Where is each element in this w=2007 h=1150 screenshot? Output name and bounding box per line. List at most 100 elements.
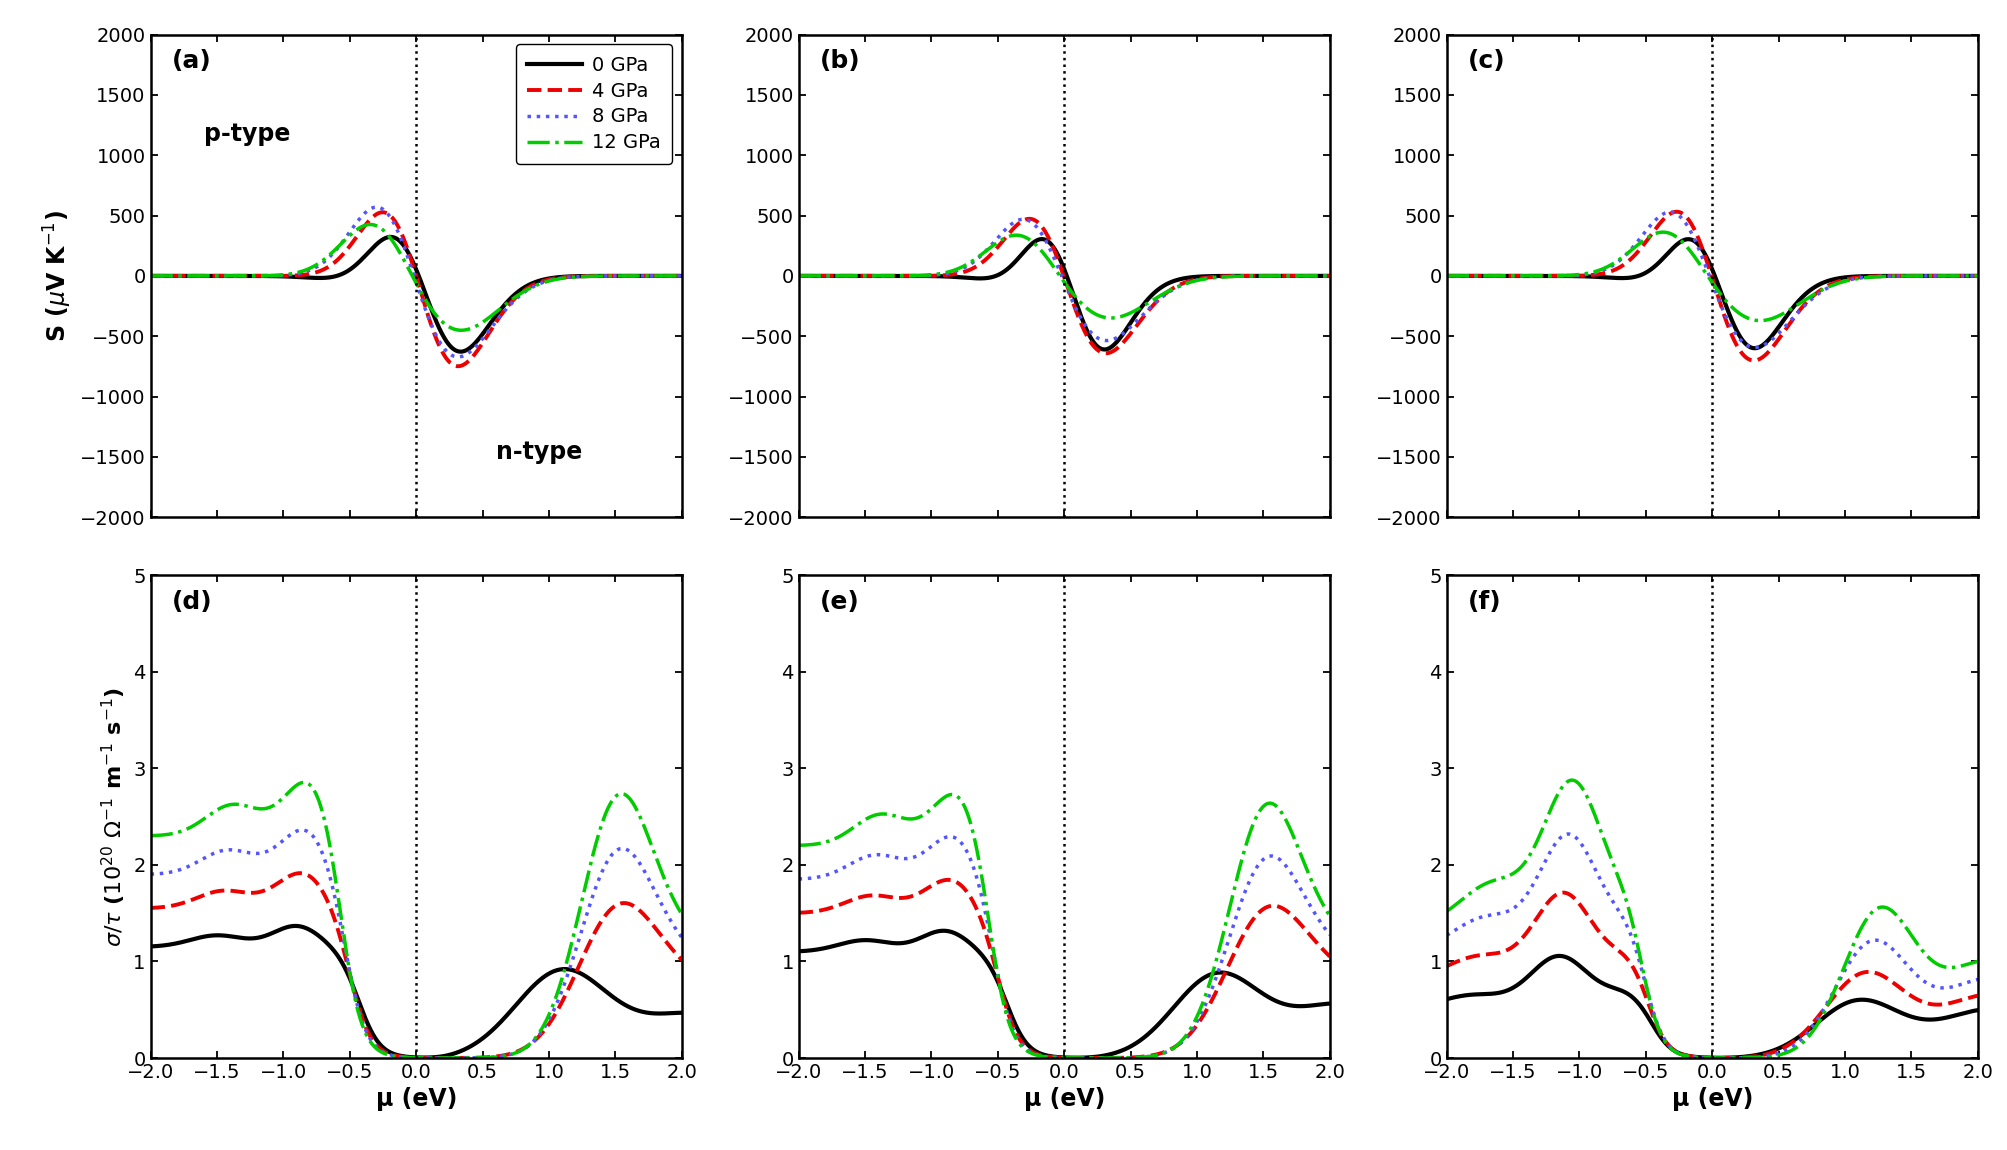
8 GPa [879, 269, 903, 283]
0 GPa [1965, 269, 1989, 283]
0 GPa [1495, 269, 1519, 283]
Line: 12 GPa: 12 GPa [151, 224, 682, 330]
0 GPa [365, 237, 389, 251]
0 GPa [1250, 269, 1274, 283]
0 GPa [670, 269, 694, 283]
0 GPa [1742, 342, 1766, 355]
8 GPa [1742, 340, 1766, 354]
Text: (c): (c) [1467, 49, 1505, 72]
0 GPa [787, 269, 811, 283]
4 GPa [1965, 269, 1989, 283]
12 GPa [1638, 229, 1662, 243]
0 GPa [1317, 269, 1341, 283]
12 GPa [1307, 269, 1331, 283]
12 GPa [1965, 269, 1989, 283]
0 GPa [1638, 263, 1662, 277]
Line: 12 GPa: 12 GPa [1445, 232, 1977, 321]
4 GPa [879, 269, 903, 283]
12 GPa [989, 232, 1014, 246]
12 GPa [1525, 269, 1549, 283]
X-axis label: μ (eV): μ (eV) [375, 1088, 458, 1111]
12 GPa [602, 269, 626, 283]
4 GPa [371, 206, 395, 220]
0 GPa [847, 269, 871, 283]
Y-axis label: S ($\mu$V K$^{-1}$): S ($\mu$V K$^{-1}$) [42, 210, 74, 342]
4 GPa [365, 207, 389, 221]
Y-axis label: $\sigma/\tau$ ($10^{20}$ $\Omega^{-1}$ m$^{-1}$ s$^{-1}$): $\sigma/\tau$ ($10^{20}$ $\Omega^{-1}$ m… [100, 687, 128, 946]
4 GPa [670, 269, 694, 283]
12 GPa [787, 269, 811, 283]
Text: n-type: n-type [496, 440, 582, 465]
8 GPa [1307, 269, 1331, 283]
12 GPa [138, 269, 163, 283]
12 GPa [450, 323, 474, 337]
12 GPa [231, 269, 255, 283]
X-axis label: μ (eV): μ (eV) [1024, 1088, 1104, 1111]
8 GPa [365, 200, 389, 214]
4 GPa [787, 269, 811, 283]
0 GPa [1660, 240, 1684, 254]
0 GPa [341, 260, 365, 274]
4 GPa [199, 269, 223, 283]
Line: 8 GPa: 8 GPa [1445, 212, 1977, 347]
12 GPa [1650, 225, 1674, 239]
0 GPa [1433, 269, 1457, 283]
Text: (b): (b) [819, 49, 861, 72]
4 GPa [1433, 269, 1457, 283]
4 GPa [1495, 269, 1519, 283]
Line: 0 GPa: 0 GPa [799, 239, 1329, 350]
Line: 4 GPa: 4 GPa [151, 213, 682, 366]
0 GPa [231, 269, 255, 283]
0 GPa [448, 345, 472, 359]
8 GPa [1010, 213, 1034, 227]
Text: (a): (a) [173, 49, 211, 72]
4 GPa [1897, 269, 1921, 283]
12 GPa [1897, 269, 1921, 283]
4 GPa [1740, 353, 1764, 367]
8 GPa [138, 269, 163, 283]
4 GPa [446, 359, 470, 373]
12 GPa [847, 269, 871, 283]
8 GPa [199, 269, 223, 283]
Line: 4 GPa: 4 GPa [1445, 212, 1977, 360]
Legend: 0 GPa, 4 GPa, 8 GPa, 12 GPa: 0 GPa, 4 GPa, 8 GPa, 12 GPa [516, 44, 672, 164]
8 GPa [1250, 269, 1274, 283]
4 GPa [1317, 269, 1341, 283]
0 GPa [879, 269, 903, 283]
8 GPa [660, 269, 684, 283]
8 GPa [1638, 218, 1662, 232]
X-axis label: μ (eV): μ (eV) [1670, 1088, 1752, 1111]
4 GPa [1664, 205, 1688, 218]
12 GPa [879, 269, 903, 283]
0 GPa [1092, 343, 1116, 356]
12 GPa [1014, 230, 1038, 244]
4 GPa [1018, 212, 1042, 225]
0 GPa [1955, 269, 1979, 283]
Text: p-type: p-type [203, 122, 289, 146]
8 GPa [1965, 269, 1989, 283]
8 GPa [847, 269, 871, 283]
0 GPa [1525, 269, 1549, 283]
12 GPa [670, 269, 694, 283]
12 GPa [357, 217, 381, 231]
Line: 8 GPa: 8 GPa [799, 220, 1329, 340]
8 GPa [1014, 213, 1038, 227]
0 GPa [1307, 269, 1331, 283]
Line: 0 GPa: 0 GPa [151, 237, 682, 352]
0 GPa [199, 269, 223, 283]
0 GPa [602, 269, 626, 283]
4 GPa [138, 269, 163, 283]
12 GPa [1098, 312, 1122, 325]
0 GPa [379, 230, 403, 244]
12 GPa [1495, 269, 1519, 283]
8 GPa [989, 225, 1014, 239]
12 GPa [1955, 269, 1979, 283]
4 GPa [1525, 269, 1549, 283]
0 GPa [1676, 232, 1700, 246]
4 GPa [1307, 269, 1331, 283]
8 GPa [1955, 269, 1979, 283]
Line: 4 GPa: 4 GPa [799, 218, 1329, 353]
8 GPa [446, 350, 470, 363]
Line: 12 GPa: 12 GPa [799, 235, 1329, 319]
8 GPa [1495, 269, 1519, 283]
